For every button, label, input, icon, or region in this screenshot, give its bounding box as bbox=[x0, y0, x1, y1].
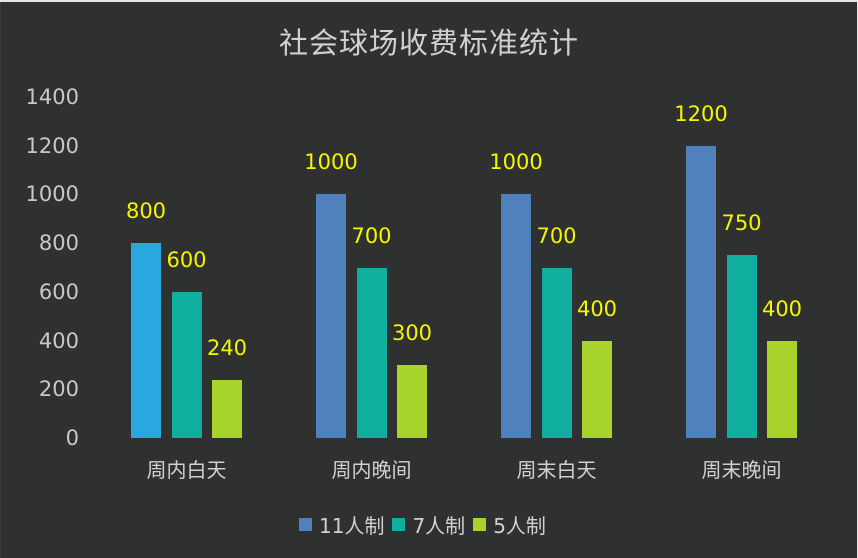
data-label: 800 bbox=[125, 199, 167, 224]
data-label: 600 bbox=[166, 247, 207, 272]
bar[interactable] bbox=[726, 255, 757, 438]
data-label: 240 bbox=[206, 335, 248, 360]
data-label: 1000 bbox=[489, 150, 543, 175]
legend-item-11[interactable]: 11人制 bbox=[299, 510, 384, 539]
legend-swatch-5 bbox=[473, 518, 487, 531]
y-tick-label: 800 bbox=[38, 231, 79, 256]
y-tick-label: 200 bbox=[38, 377, 79, 402]
bar[interactable] bbox=[686, 145, 716, 438]
x-category-label: 周内晚间 bbox=[331, 458, 412, 482]
bar[interactable] bbox=[171, 291, 202, 438]
y-tick-label: 600 bbox=[38, 279, 79, 304]
data-label: 400 bbox=[576, 296, 618, 321]
legend-swatch-7 bbox=[392, 518, 406, 531]
data-label: 750 bbox=[721, 211, 762, 236]
data-label: 700 bbox=[536, 223, 577, 248]
bar[interactable] bbox=[212, 379, 242, 438]
bar[interactable] bbox=[356, 267, 387, 438]
data-label: 1000 bbox=[304, 150, 358, 175]
bar[interactable] bbox=[131, 243, 161, 438]
bar[interactable] bbox=[501, 194, 531, 438]
x-category-label: 周末晚间 bbox=[701, 458, 782, 482]
x-category-label: 周末白天 bbox=[516, 458, 597, 482]
y-tick-label: 400 bbox=[38, 328, 79, 353]
y-tick-label: 1400 bbox=[25, 85, 79, 109]
bar[interactable] bbox=[397, 364, 427, 438]
x-category-label: 周内白天 bbox=[146, 458, 227, 482]
legend-swatch-11 bbox=[299, 518, 312, 531]
legend-item-5[interactable]: 5人制 bbox=[473, 510, 546, 539]
y-tick-label: 0 bbox=[65, 426, 79, 450]
chart-title: 社会球场收费标准统计 bbox=[278, 26, 579, 60]
legend-label-5: 5人制 bbox=[493, 514, 546, 538]
legend-item-7[interactable]: 7人制 bbox=[392, 510, 465, 539]
legend-label-7: 7人制 bbox=[412, 514, 466, 538]
y-tick-label: 1200 bbox=[25, 133, 79, 158]
data-label: 400 bbox=[761, 296, 803, 321]
legend-label-11: 11人制 bbox=[319, 514, 385, 538]
bar[interactable] bbox=[316, 194, 346, 438]
bar[interactable] bbox=[541, 267, 572, 438]
data-label: 300 bbox=[391, 320, 433, 345]
legend: 11人制 7人制 5人制 bbox=[299, 510, 554, 539]
data-label: 700 bbox=[351, 223, 392, 248]
bar[interactable] bbox=[767, 340, 797, 438]
data-label: 1200 bbox=[674, 101, 728, 126]
y-tick-label: 1000 bbox=[25, 182, 79, 207]
bar[interactable] bbox=[582, 340, 612, 438]
